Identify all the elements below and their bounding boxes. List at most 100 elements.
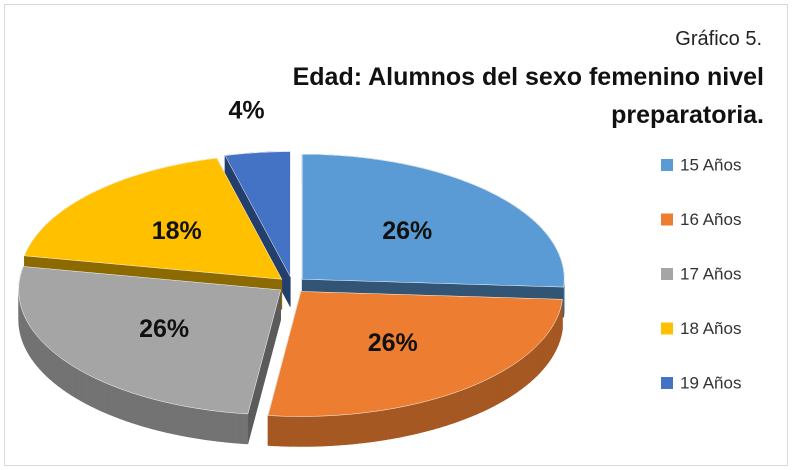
slice-side: [476, 381, 483, 415]
legend-label: 15 Años: [680, 155, 741, 174]
slice-side: [138, 394, 146, 428]
slice-side: [275, 415, 284, 447]
chart-subtitle: Gráfico 5.: [675, 28, 762, 50]
slice-side: [75, 367, 82, 402]
legend-label: 19 Años: [680, 373, 741, 392]
slice-side: [383, 408, 391, 441]
slice-side: [172, 403, 181, 436]
slice-side: [536, 341, 541, 377]
legend-swatch: [661, 159, 673, 171]
slice-side: [545, 331, 550, 367]
legend-label: 17 Años: [680, 264, 741, 283]
slice-side: [493, 373, 499, 407]
slice-side: [132, 392, 140, 426]
slice-side: [61, 358, 67, 393]
slice-side: [70, 364, 77, 399]
legend-swatch: [661, 322, 673, 335]
slice-side: [31, 327, 35, 364]
slice-side: [539, 338, 544, 374]
slice-side: [239, 413, 249, 445]
slice-side: [125, 390, 133, 424]
slice-side: [53, 351, 59, 387]
slice-side: [503, 367, 509, 402]
slice-side: [267, 415, 277, 447]
slice-side: [232, 412, 241, 444]
slice-side: [390, 407, 399, 440]
slice-side: [445, 393, 453, 426]
slice-side: [119, 388, 127, 422]
slice-side: [411, 402, 420, 436]
slice-side: [46, 345, 51, 380]
legend-swatch: [661, 377, 673, 389]
slice-side: [85, 373, 92, 407]
slice-side: [29, 324, 32, 360]
slice-side: [224, 411, 233, 444]
slice: [18, 266, 281, 415]
data-label: 26%: [382, 217, 432, 245]
slice-side: [525, 351, 531, 387]
slice-side: [113, 385, 121, 420]
slice-side: [498, 370, 504, 405]
slice-side: [291, 416, 300, 447]
slice-group: [267, 291, 563, 447]
slice-side: [375, 409, 384, 442]
legend-swatch: [661, 268, 673, 280]
slice-side: [57, 355, 63, 390]
data-label: 18%: [152, 217, 202, 245]
slice-side: [482, 378, 489, 413]
slice-side: [529, 348, 534, 383]
slice-side: [42, 341, 47, 377]
slice-side: [33, 331, 38, 367]
slice-side: [187, 406, 196, 439]
slice: [24, 157, 283, 280]
slice-side: [533, 345, 538, 380]
slice-side: [80, 370, 87, 405]
data-label: 26%: [139, 315, 189, 343]
slice-side: [152, 398, 160, 432]
slice-side: [49, 348, 55, 384]
slice-side: [464, 386, 472, 420]
slice-side: [90, 375, 97, 410]
data-label: 26%: [368, 329, 418, 357]
slice-side: [26, 320, 30, 357]
slice-side: [322, 415, 331, 447]
slice-side: [107, 383, 115, 417]
slice-side: [345, 413, 354, 445]
slice: [301, 153, 565, 288]
slice-side: [548, 327, 552, 363]
data-label: 4%: [229, 96, 265, 124]
legend-label: 16 Años: [680, 210, 741, 229]
slice-side: [550, 323, 554, 360]
slice-side: [542, 334, 547, 370]
slice-side: [314, 415, 323, 447]
slice-side: [180, 405, 188, 438]
slice-side: [404, 404, 413, 437]
slice-side: [158, 400, 167, 433]
slice-side: [470, 383, 478, 418]
slice-side: [521, 354, 527, 390]
slice-side: [432, 397, 440, 430]
slice-side: [36, 335, 41, 371]
slice-side: [101, 380, 109, 415]
slice-side: [508, 364, 514, 399]
slice-side: [216, 410, 226, 443]
slice-side: [360, 411, 369, 444]
slice-side: [418, 400, 427, 434]
slice-side: [39, 338, 44, 374]
slice-side: [194, 407, 203, 440]
chart-title: Edad: Alumnos del sexo femenino nivel pr…: [292, 63, 764, 129]
slice-side: [209, 409, 218, 442]
slice-side: [145, 396, 153, 430]
slice-side: [487, 375, 494, 410]
slice-side: [306, 415, 315, 447]
slice-side: [66, 361, 72, 396]
slice-side: [298, 416, 308, 447]
slice-side: [165, 401, 174, 435]
slice-side: [439, 395, 447, 428]
slice: [224, 151, 291, 277]
slice: [267, 291, 563, 417]
legend-swatch: [661, 213, 673, 226]
slice-side: [517, 358, 523, 393]
